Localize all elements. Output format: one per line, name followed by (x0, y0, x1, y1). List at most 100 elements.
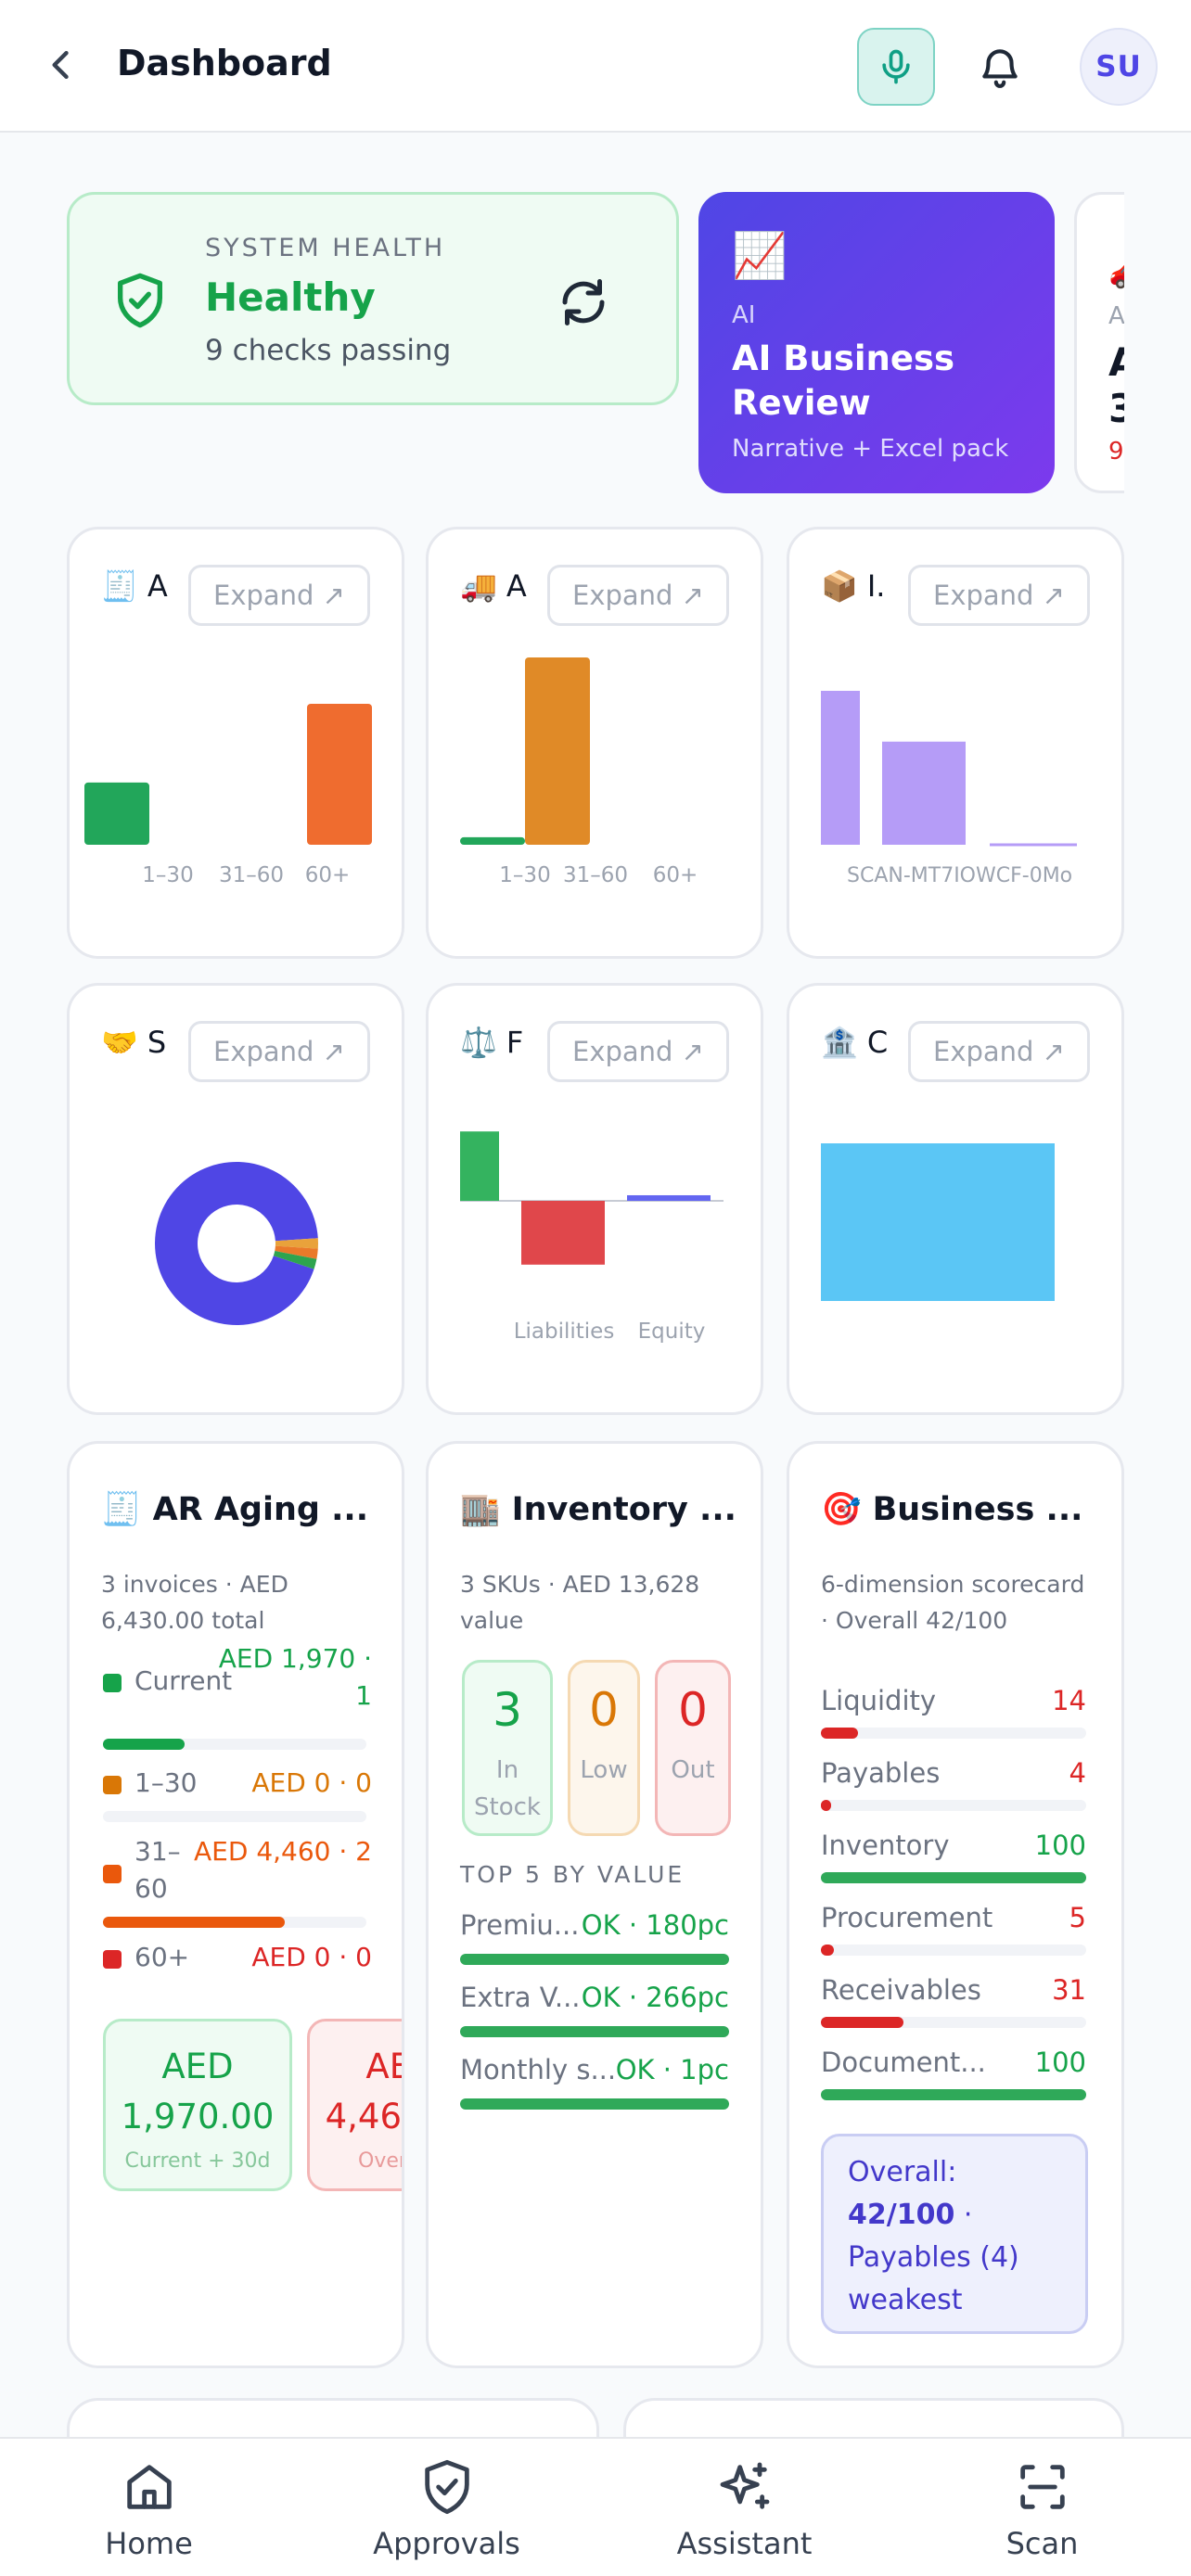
score-bar-fill (821, 2017, 903, 2028)
score-bar-track (821, 1945, 1086, 1956)
aging-row-31-60: 31–60 AED 4,460 · 2 (103, 1833, 372, 1907)
score-bar-fill (821, 2089, 1086, 2100)
aging-label: Current (134, 1665, 233, 1696)
top-cards-row: SYSTEM HEALTH Healthy 9 checks passing 📈… (0, 0, 1124, 556)
peek-title-line: A (1108, 339, 1124, 385)
item-name: Premiu... (460, 1909, 580, 1941)
delivery-truck-icon: 🚚 (460, 568, 497, 604)
aging-bar-track (103, 1811, 366, 1822)
aging-label: 60+ (134, 1942, 190, 1972)
handshake-icon: 🤝 (101, 1025, 138, 1060)
dimension-name: Inventory (821, 1830, 950, 1861)
x-tick-label: 31–60 (563, 863, 628, 887)
score-bar-fill (821, 1872, 1086, 1883)
refresh-icon[interactable] (556, 274, 611, 330)
stock-count: 0 (678, 1683, 708, 1737)
score-bar-fill (821, 1800, 832, 1811)
item-value-bar (460, 2098, 729, 2110)
overdue-summary-box: AED 4,460.00 Overdue (307, 2019, 402, 2191)
pie-slice (273, 1251, 317, 1269)
ar-aging-bar-chart: 1–30 31–60 60+ (84, 704, 372, 887)
x-tick-label: Equity (638, 1320, 706, 1344)
ap-aging-bar-chart: 1–30 31–60 60+ (460, 657, 698, 887)
card-title: 🧾 AR Aging ... (101, 1490, 368, 1528)
expand-button[interactable]: Expand ↗ (547, 1021, 729, 1082)
card-title-text: S (147, 1025, 167, 1060)
business-health-card[interactable]: 🎯 Business ... 6-dimension scorecard · Ov… (787, 1441, 1124, 2368)
next-summary-card[interactable]: 🚗 A A 3 9 (1074, 192, 1124, 493)
bar (821, 691, 860, 845)
nav-label: Home (105, 2526, 193, 2561)
nav-home[interactable]: Home (0, 2439, 298, 2576)
card-title: 🏬 Inventory ... (460, 1490, 736, 1528)
card-title-text: A (506, 568, 527, 604)
ai-business-review-card[interactable]: 📈 AI AI Business Review Narrative + Exce… (698, 192, 1055, 493)
stock-count: 3 (493, 1683, 522, 1737)
out-of-stock-box: 0 Out (655, 1660, 731, 1836)
score-bar-track (821, 2089, 1086, 2100)
health-kicker: SYSTEM HEALTH (205, 234, 446, 262)
expand-button[interactable]: Expand ↗ (188, 565, 370, 626)
financial-position-chart-card[interactable]: ⚖️ F Expand ↗ Liabilities Equity (426, 983, 763, 1415)
expand-button[interactable]: Expand ↗ (908, 1021, 1090, 1082)
inventory-bar-chart: SCAN-MT7IOWCF-0Mo (821, 691, 1077, 887)
notifications-button[interactable] (970, 37, 1030, 96)
voice-button[interactable] (857, 28, 935, 106)
system-health-card[interactable]: SYSTEM HEALTH Healthy 9 checks passing (67, 192, 679, 405)
receipt-icon: 🧾 (101, 1491, 142, 1528)
bar (525, 657, 590, 845)
cash-chart-card[interactable]: 🏦 C Expand ↗ (787, 983, 1124, 1415)
dimension-name: Liquidity (821, 1685, 937, 1716)
bar (521, 1201, 605, 1265)
card-title: 🎯 Business ... (821, 1490, 1082, 1528)
overall-score: 42/100 (848, 2199, 955, 2231)
nav-scan[interactable]: Scan (893, 2439, 1191, 2576)
card-title-text: AR Aging ... (152, 1491, 368, 1528)
card-subtitle: 3 SKUs · AED 13,628 value (460, 1571, 700, 1634)
aging-row-60-plus: 60+ AED 0 · 0 (103, 1939, 372, 1976)
bar (882, 741, 966, 845)
legend-dot (103, 1865, 122, 1883)
nav-approvals[interactable]: Approvals (298, 2439, 596, 2576)
item-status: OK · 180pc (581, 1909, 729, 1941)
overall-summary-box: Overall: 42/100 · Payables (4) weakest (821, 2134, 1088, 2334)
nav-label: Assistant (676, 2526, 813, 2561)
bell-icon (982, 49, 1018, 88)
nav-assistant[interactable]: Assistant (596, 2439, 893, 2576)
item-status: OK · 1pc (615, 2054, 729, 2085)
inventory-chart-card[interactable]: 📦 I. Expand ↗ SCAN-MT7IOWCF-0Mo (787, 527, 1124, 959)
inventory-card[interactable]: 🏬 Inventory ... 3 SKUs · AED 13,628 value… (426, 1441, 763, 2368)
score-bar-track (821, 2017, 1086, 2028)
back-chevron-icon[interactable] (41, 45, 82, 85)
shield-check-icon (117, 273, 162, 328)
bar (307, 704, 372, 845)
x-tick-label: 60+ (653, 863, 698, 887)
ap-aging-chart-card[interactable]: 🚚 A Expand ↗ 1–30 31–60 60+ (426, 527, 763, 959)
ar-aging-chart-card[interactable]: 🧾 A Expand ↗ 1–30 31–60 60+ (67, 527, 404, 959)
x-tick-label: Liabilities (514, 1320, 615, 1344)
stock-label: In Stock (474, 1756, 541, 1821)
peek-title-line: 3 (1108, 386, 1124, 431)
item-value-bar (460, 1954, 729, 1965)
suppliers-chart-card[interactable]: 🤝 S Expand ↗ (67, 983, 404, 1415)
scan-icon (1019, 2465, 1065, 2509)
x-tick-label: 1–30 (499, 863, 550, 887)
health-subtitle: 9 checks passing (205, 334, 452, 367)
expand-button[interactable]: Expand ↗ (547, 565, 729, 626)
expand-button[interactable]: Expand ↗ (908, 565, 1090, 626)
dimension-score: 14 (1052, 1685, 1086, 1716)
card-title: ⚖️ F (460, 1025, 523, 1060)
dimension-name: Payables (821, 1757, 941, 1789)
score-bar-track (821, 1872, 1086, 1883)
ar-aging-card[interactable]: 🧾 AR Aging ... 3 invoices · AED 6,430.00 … (67, 1441, 404, 2368)
card-title: 🚚 A (460, 568, 527, 604)
microphone-icon (882, 49, 910, 84)
nav-label: Approvals (373, 2526, 520, 2561)
bar (460, 836, 525, 845)
avatar[interactable]: SU (1080, 28, 1158, 106)
score-bar-fill (821, 1945, 835, 1956)
aging-value: AED 1,970 · 1 (218, 1643, 372, 1711)
expand-button[interactable]: Expand ↗ (188, 1021, 370, 1082)
bank-icon: 🏦 (821, 1025, 858, 1060)
pie-slice (275, 1245, 318, 1259)
